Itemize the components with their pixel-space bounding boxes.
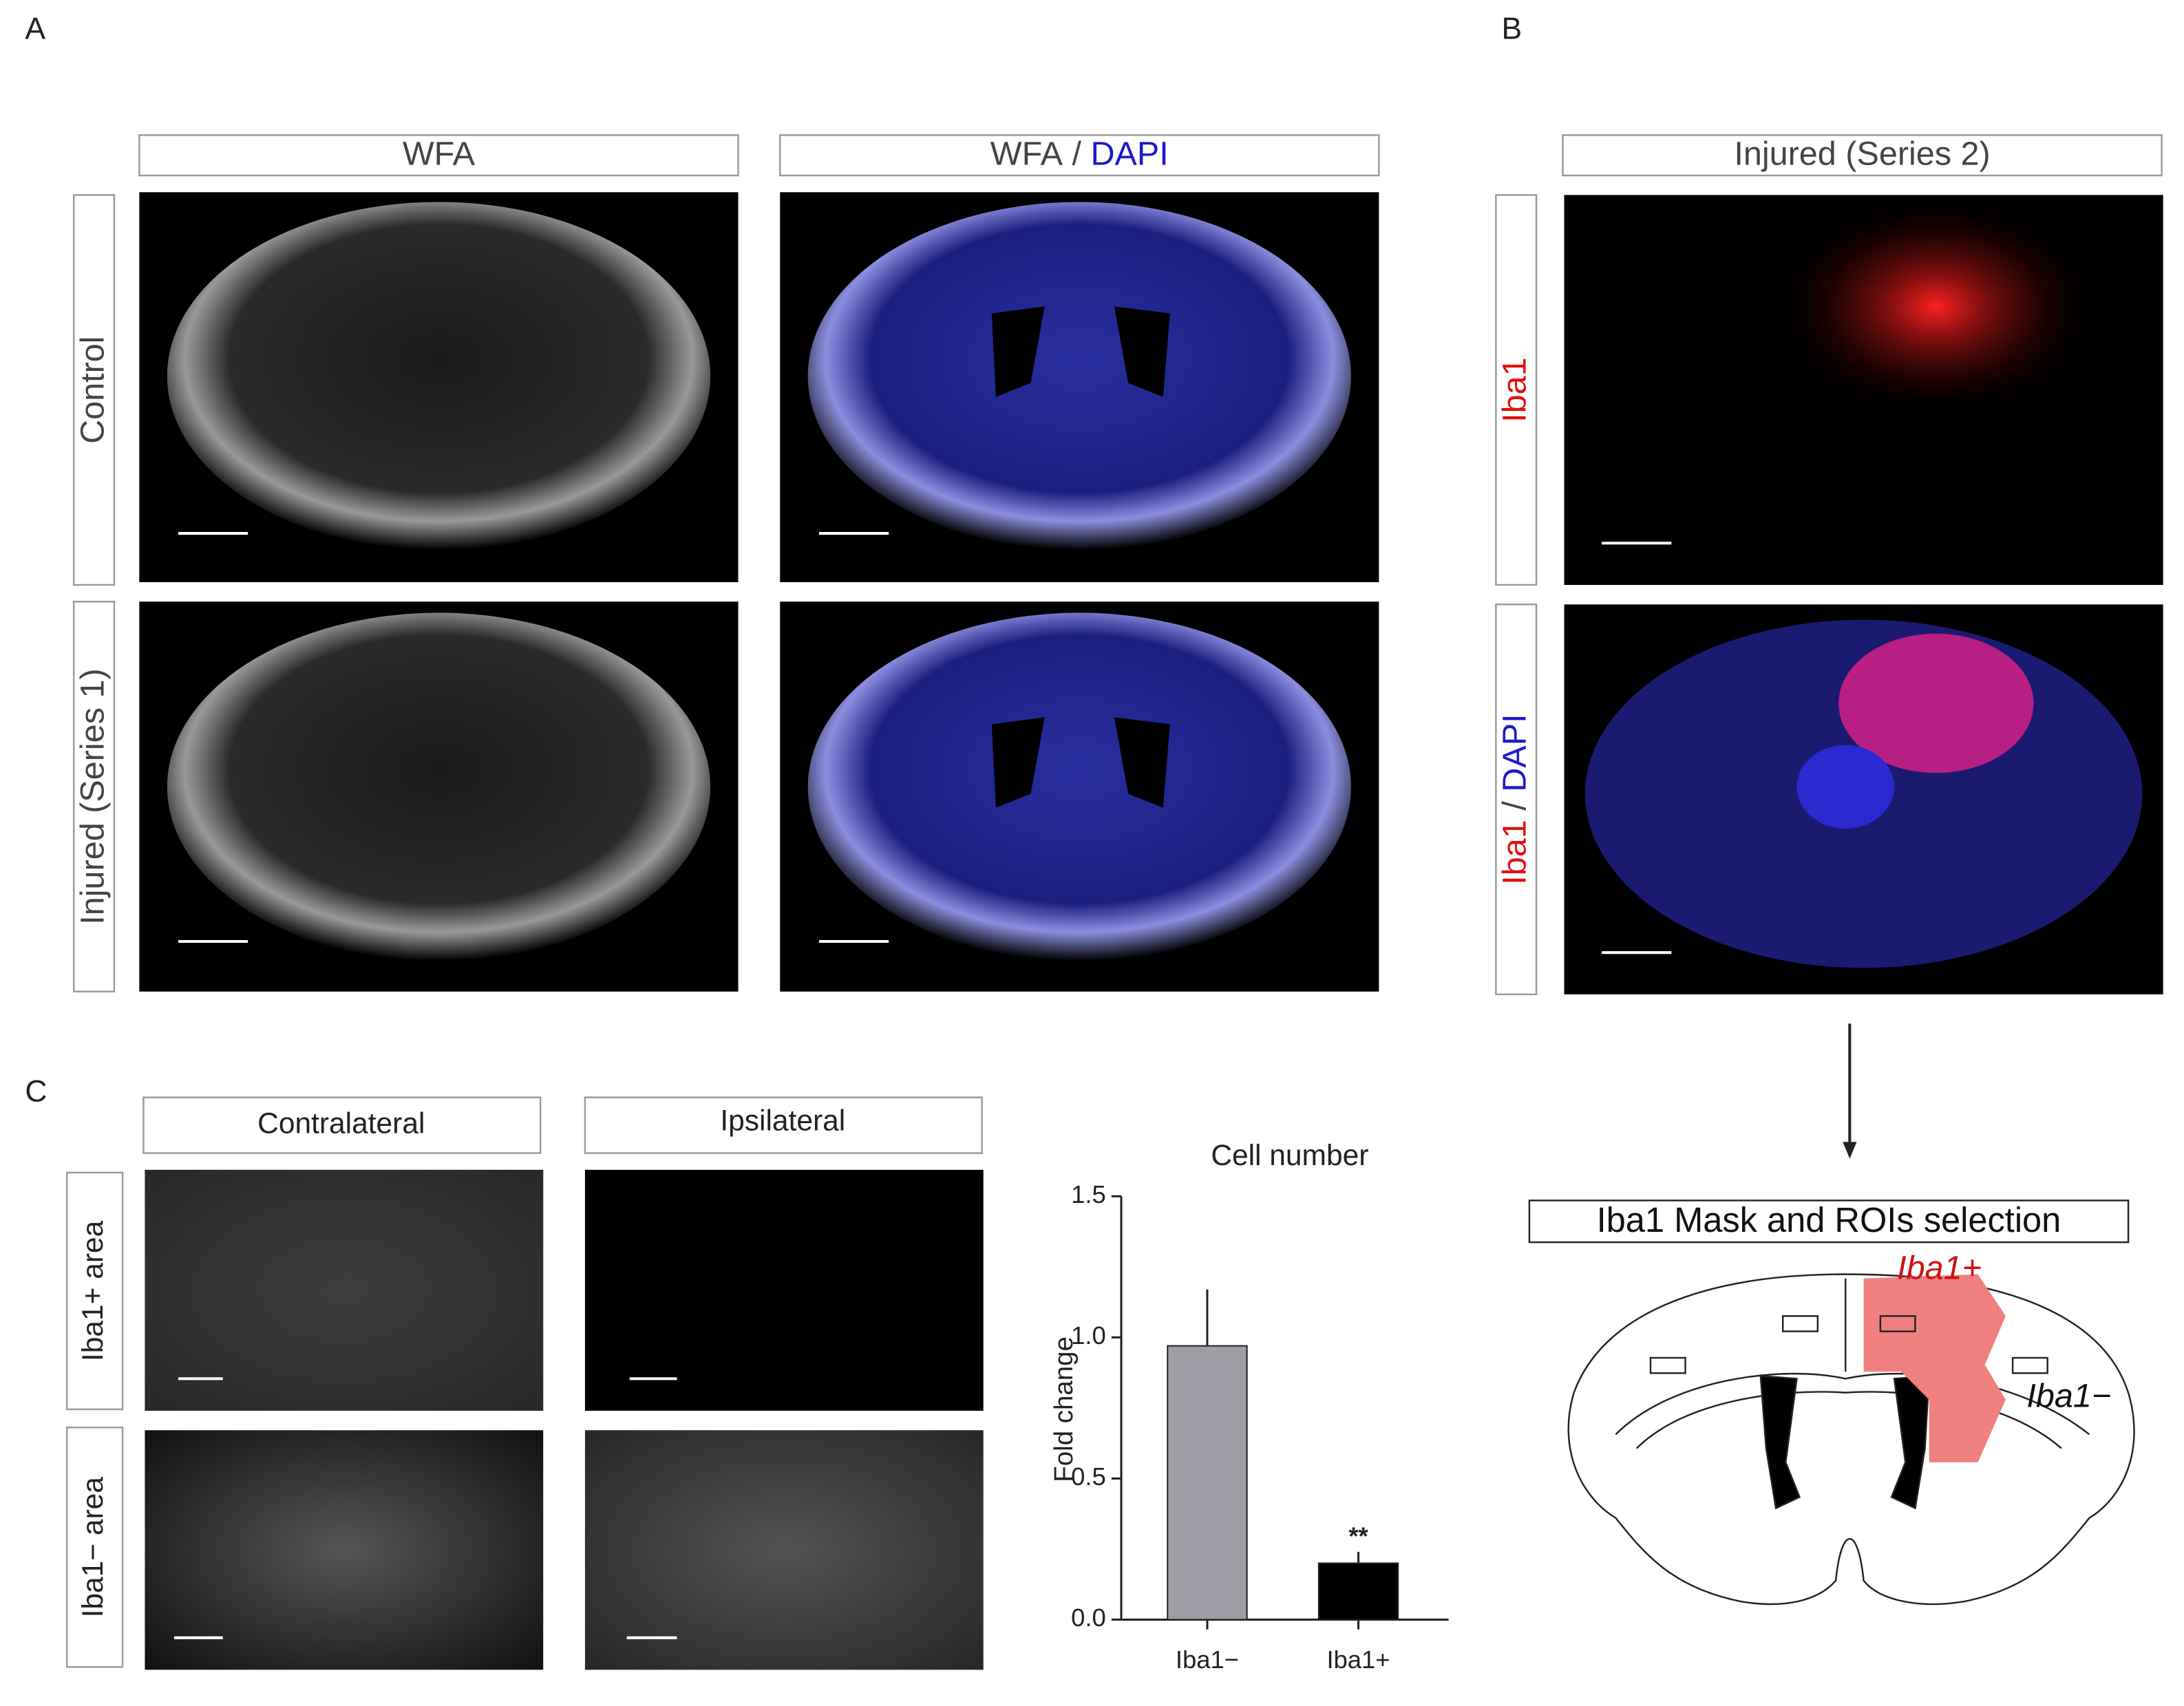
brain-diagram <box>1567 1273 2135 1606</box>
x-tick-label: Iba1+ <box>1326 1645 1390 1674</box>
header-box <box>138 134 739 177</box>
y-tick-label: 0.0 <box>1071 1603 1106 1632</box>
micrograph <box>139 601 739 992</box>
row-label: Iba1− area <box>77 1477 109 1618</box>
label-part: DAPI <box>1496 714 1534 791</box>
micrograph <box>584 1169 984 1411</box>
header-box <box>779 134 1380 177</box>
row-box <box>65 1427 124 1668</box>
column-header: Ipsilateral <box>720 1105 845 1137</box>
column-header: Contralateral <box>257 1107 425 1140</box>
region-label: Iba1− <box>2026 1378 2111 1415</box>
micrograph <box>780 192 1379 582</box>
row-box <box>73 601 116 993</box>
arrow <box>1843 1023 1857 1159</box>
micrograph <box>584 1430 984 1670</box>
x-tick-label: Iba1− <box>1176 1645 1239 1674</box>
column-header: WFA <box>403 136 476 173</box>
row-box <box>65 1171 124 1411</box>
micrograph <box>145 1169 544 1411</box>
row-label: Iba1+ area <box>77 1220 109 1361</box>
row-box <box>73 194 116 586</box>
header-box <box>1562 134 2163 177</box>
row-label: Iba1 / DAPI <box>1496 714 1534 884</box>
region-label: Iba1+ <box>1897 1249 1982 1286</box>
column-header: WFA / DAPI <box>990 136 1169 173</box>
chart-title: Cell number <box>1211 1140 1368 1172</box>
significance-label: ** <box>1348 1522 1368 1550</box>
panel-label: B <box>1501 12 1522 45</box>
header-box <box>584 1096 983 1154</box>
panel-label: A <box>25 12 45 45</box>
bar <box>1317 1562 1399 1621</box>
column-header: Injured (Series 2) <box>1734 136 1990 173</box>
row-box <box>1495 604 1538 996</box>
header-part: WFA <box>990 136 1063 173</box>
label-part: Iba1 <box>1496 820 1534 885</box>
header-part: / <box>1072 136 1081 173</box>
y-tick-label: 1.5 <box>1071 1180 1106 1208</box>
micrograph <box>139 192 739 582</box>
bar <box>1167 1345 1248 1621</box>
header-box <box>1528 1199 2130 1244</box>
y-tick-label: 0.5 <box>1071 1462 1106 1491</box>
row-label: Iba1 <box>1496 357 1534 423</box>
micrograph <box>145 1430 544 1670</box>
label-part: / <box>1496 801 1534 811</box>
micrograph <box>1564 195 2163 585</box>
micrograph <box>1564 604 2163 994</box>
panel-label: C <box>25 1074 47 1108</box>
y-axis-label: Fold change <box>1049 1336 1079 1482</box>
diagram-title: Iba1 Mask and ROIs selection <box>1597 1200 2061 1239</box>
row-label: Control <box>74 336 111 443</box>
header-box <box>142 1096 542 1154</box>
header-part: DAPI <box>1090 136 1168 173</box>
micrograph <box>780 601 1379 992</box>
y-tick-label: 1.0 <box>1071 1321 1106 1350</box>
row-box <box>1495 194 1538 586</box>
row-label: Injured (Series 1) <box>74 668 111 924</box>
